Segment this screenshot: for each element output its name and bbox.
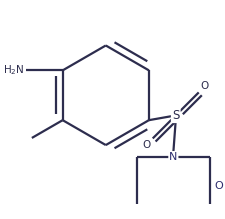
Text: S: S	[171, 109, 179, 122]
Text: H$_2$N: H$_2$N	[3, 64, 25, 77]
Text: O: O	[142, 140, 150, 150]
Text: O: O	[214, 181, 223, 191]
Text: N: N	[169, 152, 177, 162]
Text: O: O	[200, 81, 208, 91]
